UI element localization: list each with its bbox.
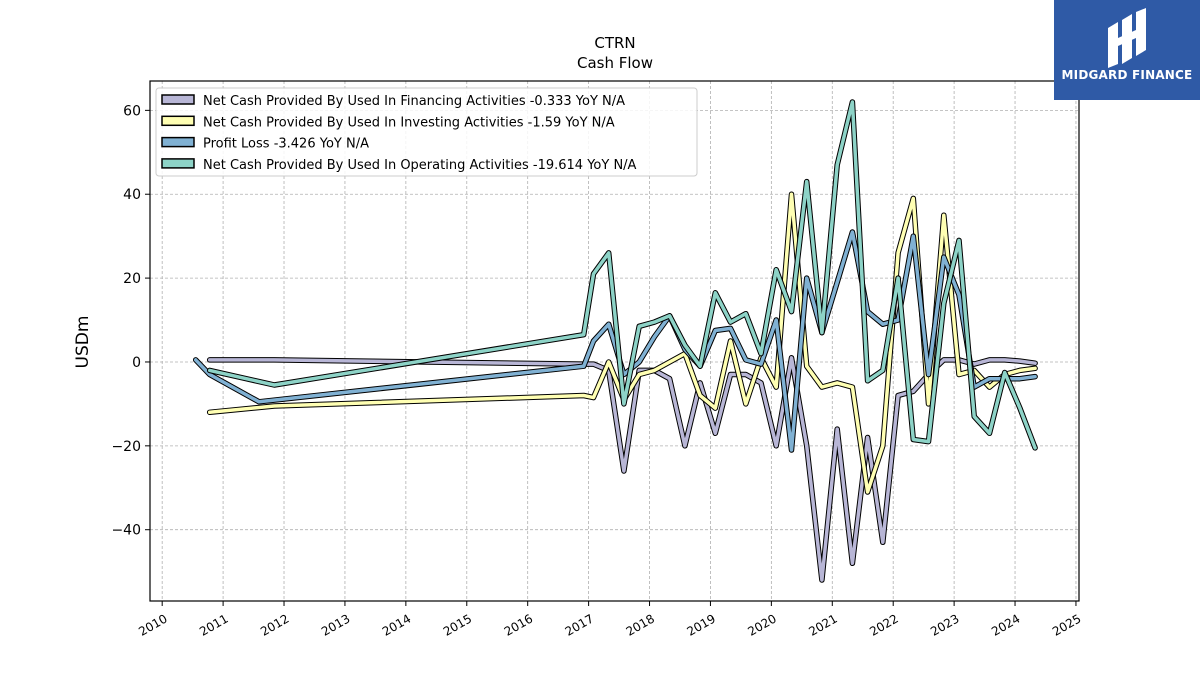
y-axis-ticks: −40 −20 0 20 40 60 xyxy=(111,103,150,539)
x-tick-label: 2010 xyxy=(136,611,169,638)
legend-swatch xyxy=(161,115,195,127)
x-tick-label: 2012 xyxy=(258,611,291,638)
x-tick-label: 2021 xyxy=(806,611,839,638)
x-tick-label: 2025 xyxy=(1050,611,1083,638)
y-tick-label: 40 xyxy=(123,187,141,203)
chart-title: CTRN xyxy=(594,34,635,52)
x-tick-label: 2014 xyxy=(380,611,413,638)
legend-box xyxy=(155,87,698,177)
legend-entry-label: Net Cash Provided By Used In Investing A… xyxy=(203,115,615,130)
x-tick-label: 2011 xyxy=(197,611,230,638)
legend-swatch xyxy=(161,136,195,148)
y-tick-label: −20 xyxy=(111,439,141,455)
x-tick-label: 2023 xyxy=(928,611,961,638)
x-tick-label: 2018 xyxy=(624,611,657,638)
series-lines xyxy=(192,99,1038,583)
legend-swatch xyxy=(161,158,195,169)
x-tick-label: 2019 xyxy=(684,611,717,638)
y-tick-label: −40 xyxy=(111,523,141,539)
y-tick-label: 20 xyxy=(123,271,141,287)
brand-logo: MIDGARD FINANCE xyxy=(1054,0,1200,100)
y-axis-label: USDm xyxy=(73,316,93,369)
legend-entry-label: Net Cash Provided By Used In Financing A… xyxy=(203,94,625,109)
y-tick-label: 60 xyxy=(123,103,141,119)
legend-entry-label: Profit Loss -3.426 YoY N/A xyxy=(203,137,369,152)
x-tick-label: 2017 xyxy=(563,611,596,638)
legend-swatch xyxy=(161,94,195,105)
x-tick-label: 2015 xyxy=(441,611,474,638)
x-axis-ticks: 2010 2011 2012 2013 2014 2015 2016 2017 2018 2019… xyxy=(136,601,1083,639)
x-tick-label: 2016 xyxy=(502,611,535,638)
x-tick-label: 2013 xyxy=(319,611,352,638)
x-tick-label: 2024 xyxy=(989,611,1022,638)
x-tick-label: 2020 xyxy=(745,611,778,638)
chart-subtitle: Cash Flow xyxy=(577,54,653,72)
brand-name: MIDGARD FINANCE xyxy=(1061,68,1193,82)
legend: Net Cash Provided By Used In Financing A… xyxy=(155,87,698,177)
legend-entry-label: Net Cash Provided By Used In Operating A… xyxy=(203,158,637,173)
series-0-line xyxy=(207,356,1037,582)
series-3-line xyxy=(207,100,1037,450)
y-tick-label: 0 xyxy=(132,355,141,371)
brand-mark-icon xyxy=(1108,8,1146,68)
plot-frame xyxy=(149,80,1080,602)
x-tick-label: 2022 xyxy=(867,611,900,638)
